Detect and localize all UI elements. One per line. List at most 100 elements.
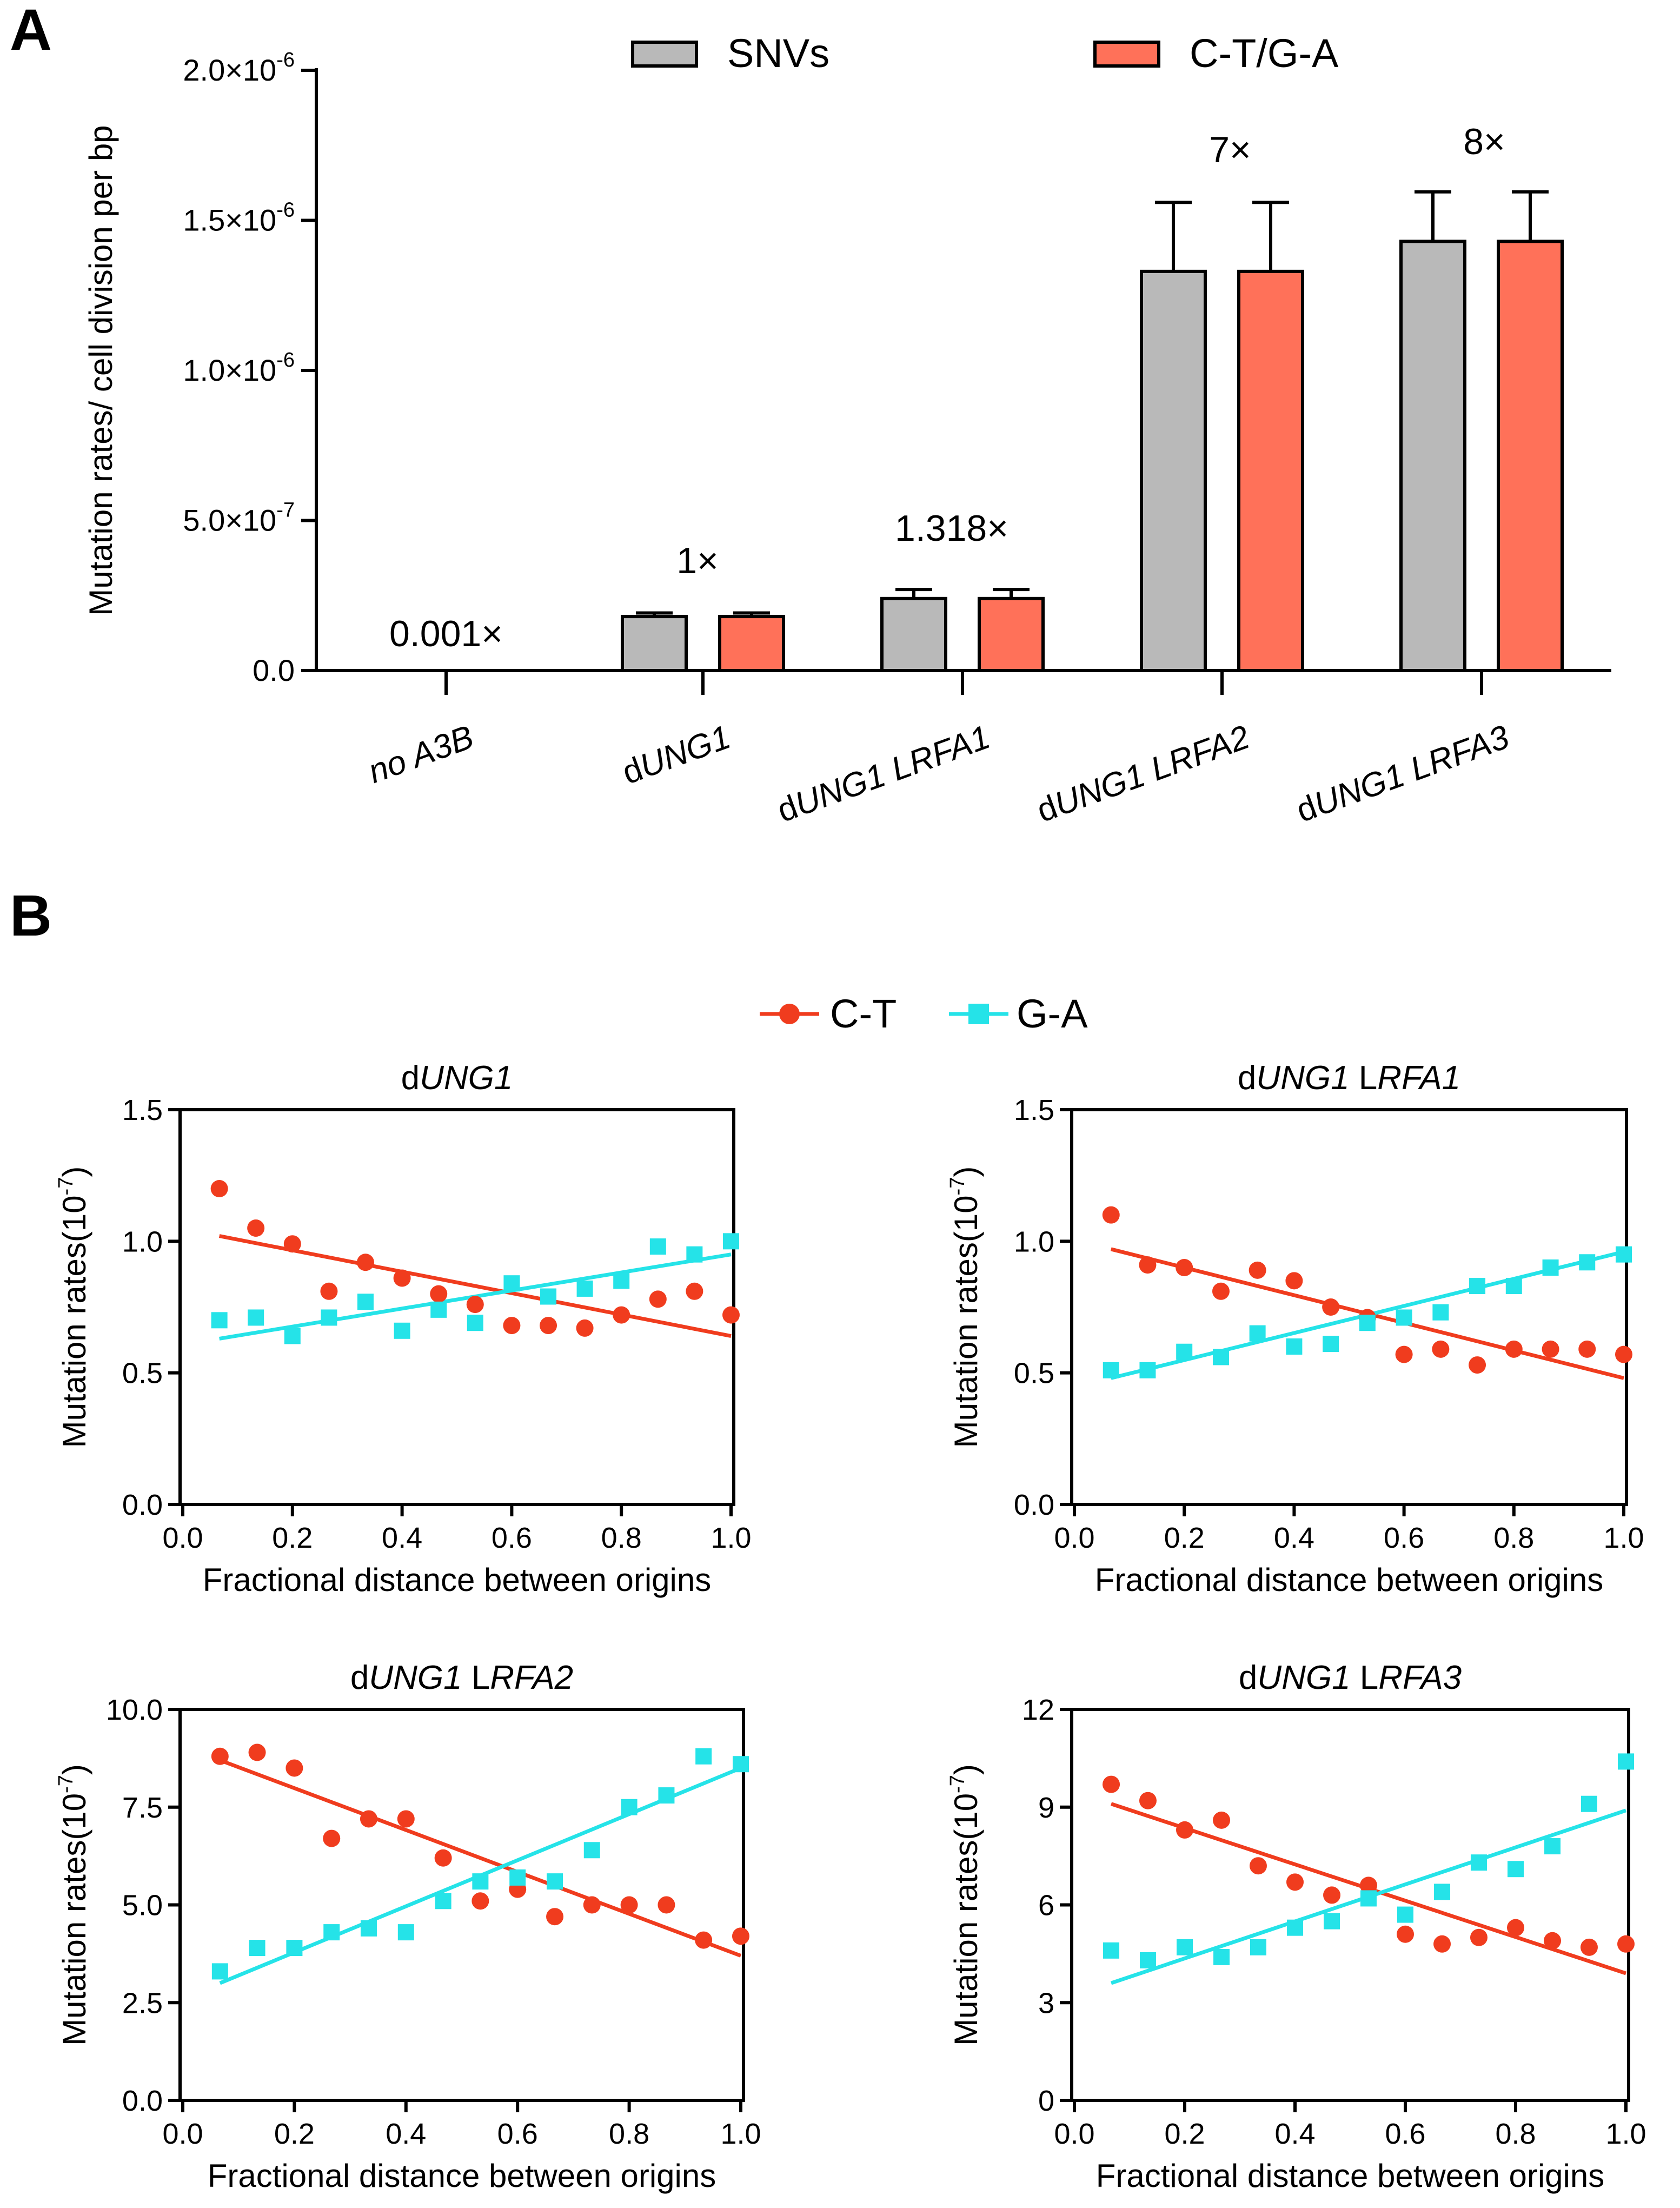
- ct-point: [283, 1235, 301, 1253]
- ga-point: [576, 1280, 593, 1297]
- ga-point: [321, 1309, 337, 1326]
- ct-point: [1323, 1886, 1341, 1904]
- ct-point: [1212, 1282, 1230, 1300]
- ga-point: [583, 1842, 600, 1859]
- ga-point: [1432, 1304, 1449, 1321]
- plot-frame: [178, 1108, 735, 1506]
- y-tick-label: 2.5: [122, 1987, 163, 2019]
- ga-point: [509, 1869, 526, 1886]
- ga-point: [1249, 1325, 1266, 1342]
- ga-point: [686, 1246, 703, 1263]
- ct-point: [1578, 1340, 1596, 1358]
- ga-point: [397, 1924, 414, 1941]
- ga-point: [1397, 1906, 1413, 1923]
- y-tick-label: 0.0: [122, 2085, 163, 2117]
- panel-b-letter: B: [10, 883, 52, 948]
- x-tick-label: 0.6: [1385, 2118, 1425, 2150]
- ct-point: [583, 1896, 601, 1914]
- x-tick-label: 0.6: [1384, 1522, 1424, 1554]
- fold-change-label: 7×: [1209, 129, 1251, 170]
- ga-point: [360, 1920, 377, 1937]
- ga-point: [503, 1275, 520, 1292]
- ct-point: [472, 1892, 489, 1910]
- ct-point: [732, 1927, 749, 1945]
- subplot-dung1-lrfa3: dUNG1 LRFA3 0 3 6 9 12 0.0 0.2 0.4 0.6 0.8 1.0Fract…: [946, 1659, 1646, 2194]
- bar-snvs: [621, 615, 688, 672]
- fold-change-label: 1.318×: [895, 508, 1008, 549]
- ga-point: [1434, 1884, 1451, 1900]
- ct-point: [320, 1282, 338, 1300]
- ct-point: [1102, 1206, 1120, 1224]
- ga-point: [248, 1309, 264, 1326]
- ga-point: [547, 1873, 563, 1890]
- ga-point: [1139, 1362, 1156, 1378]
- ct-point: [1432, 1340, 1450, 1358]
- ga-point: [1544, 1838, 1561, 1855]
- ga-point: [1470, 1854, 1487, 1871]
- x-tick-label: 0.4: [386, 2118, 426, 2150]
- x-tick-label: 0.8: [1495, 2118, 1536, 2150]
- ct-point: [323, 1829, 341, 1847]
- y-tick-label: 3: [1038, 1987, 1054, 2019]
- ct-point: [686, 1282, 703, 1300]
- ct-point: [1139, 1256, 1157, 1274]
- x-tick-label: 1.0: [1603, 1522, 1644, 1554]
- ct-point: [1615, 1345, 1632, 1363]
- ga-point: [1360, 1890, 1377, 1907]
- legend-ga-marker: [968, 1004, 989, 1024]
- y-tick-label: 9: [1038, 1792, 1054, 1824]
- y-tick-label: 2.0×10-6: [183, 49, 295, 87]
- x-tick-label: 0.8: [609, 2118, 649, 2150]
- y-tick-label: 12: [1022, 1694, 1054, 1726]
- y-axis-label: Mutation rates(10-7): [946, 1166, 984, 1448]
- ct-fit-line: [218, 1234, 732, 1338]
- x-tick-label: 0.6: [492, 1522, 532, 1554]
- ct-point: [1433, 1935, 1451, 1953]
- ct-point: [393, 1269, 411, 1287]
- ga-point: [323, 1924, 340, 1941]
- ct-point: [1395, 1345, 1413, 1363]
- legend-swatch: [1093, 41, 1160, 68]
- category-label: dUNG1 LRFA1: [773, 718, 995, 830]
- y-tick-label: 1.5: [122, 1094, 163, 1126]
- y-tick-label: 10.0: [106, 1694, 163, 1726]
- bar-ct-ga: [1237, 269, 1304, 673]
- x-tick-label: 0.2: [274, 2118, 315, 2150]
- ct-point: [247, 1219, 265, 1237]
- ct-point: [1176, 1821, 1193, 1839]
- ga-point: [1324, 1913, 1340, 1929]
- x-tick-label: 0.0: [162, 2118, 203, 2150]
- ga-point: [733, 1756, 749, 1773]
- ga-point: [1287, 1919, 1303, 1936]
- ga-point: [621, 1799, 638, 1815]
- ga-point: [1505, 1278, 1522, 1295]
- ct-point: [356, 1254, 374, 1271]
- x-tick-label: 1.0: [1605, 2118, 1646, 2150]
- y-tick-label: 1.5: [1014, 1094, 1054, 1126]
- ga-point: [1103, 1362, 1119, 1378]
- ct-point: [1176, 1259, 1193, 1276]
- ct-point: [1285, 1272, 1303, 1290]
- y-axis-label: Mutation rates(10-7): [55, 1764, 92, 2046]
- y-tick-label: 0.0: [1014, 1489, 1054, 1521]
- y-tick-label: 5.0: [122, 1889, 163, 1922]
- legend-ct-label: C-T: [830, 991, 897, 1036]
- ga-point: [1579, 1254, 1596, 1271]
- category-label: dUNG1: [617, 718, 735, 792]
- x-tick-label: 1.0: [710, 1522, 751, 1554]
- bar-snvs: [880, 596, 947, 673]
- ct-point: [658, 1896, 675, 1914]
- ga-point: [284, 1328, 301, 1344]
- ct-point: [1249, 1261, 1266, 1279]
- ct-point: [1544, 1932, 1562, 1950]
- panel-a-letter: A: [10, 0, 52, 62]
- ga-point: [1359, 1315, 1376, 1331]
- ga-point: [357, 1294, 374, 1310]
- ga-point: [658, 1787, 675, 1804]
- y-tick-label: 1.5×10-6: [183, 199, 295, 237]
- y-tick-label: 1.0: [122, 1225, 163, 1258]
- subplot-dung1-lrfa2: dUNG1 LRFA2 0.0 2.5 5.0 7.5 10.0 0.0 0.2 0.4 0.6 0…: [55, 1659, 761, 2194]
- x-tick-label: 0.6: [497, 2118, 538, 2150]
- fold-change-label: 8×: [1463, 121, 1505, 162]
